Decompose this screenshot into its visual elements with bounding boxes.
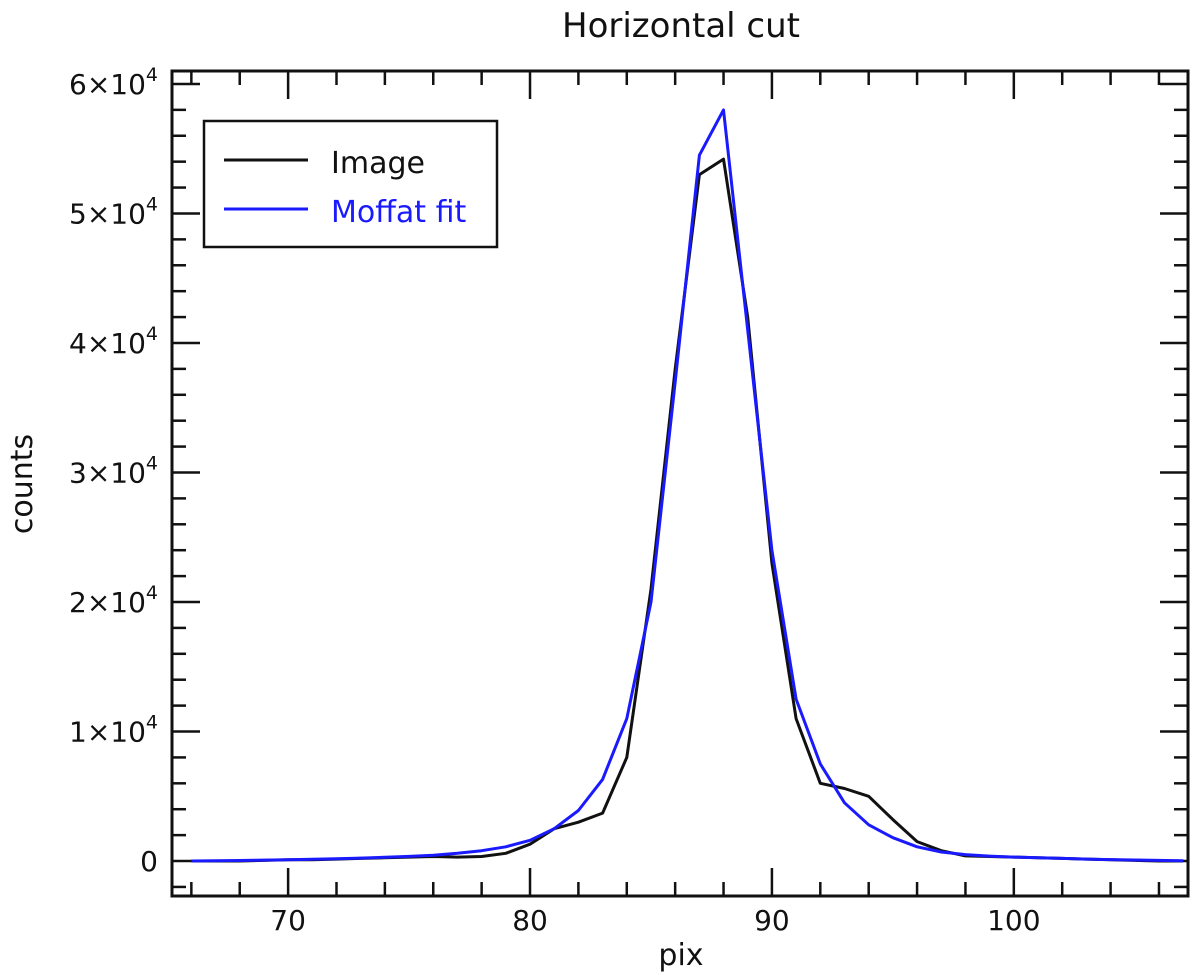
y-tick-label: 4×104	[69, 323, 158, 360]
y-tick-label: 3×104	[69, 452, 158, 489]
x-tick-label: 100	[987, 904, 1040, 937]
tick-marks	[172, 71, 1188, 896]
legend-label-image: Image	[331, 146, 425, 181]
y-tick-label: 1×104	[69, 712, 158, 749]
y-tick-label: 5×104	[69, 193, 158, 230]
y-tick-label: 6×104	[69, 64, 158, 101]
plot-frame	[170, 69, 1190, 898]
y-axis-label: counts	[5, 434, 40, 534]
legend: Image Moffat fit	[202, 119, 499, 249]
series-line-moffat-fit	[191, 108, 1184, 863]
x-tick-labels: 70 80 90 100	[270, 904, 1040, 937]
y-tick-label: 2×104	[69, 582, 158, 619]
y-tick-labels: 0 1×104 2×104 3×104 4×104 5×104 6×104	[69, 64, 158, 878]
legend-box	[202, 119, 499, 249]
legend-label-moffat-fit: Moffat fit	[331, 195, 466, 230]
x-tick-label: 90	[754, 904, 790, 937]
chart-title: Horizontal cut	[562, 6, 800, 46]
x-tick-label: 80	[512, 904, 548, 937]
series-lines	[191, 108, 1184, 863]
x-tick-label: 70	[270, 904, 306, 937]
y-tick-label: 0	[140, 845, 158, 878]
x-axis-label: pix	[658, 938, 703, 973]
